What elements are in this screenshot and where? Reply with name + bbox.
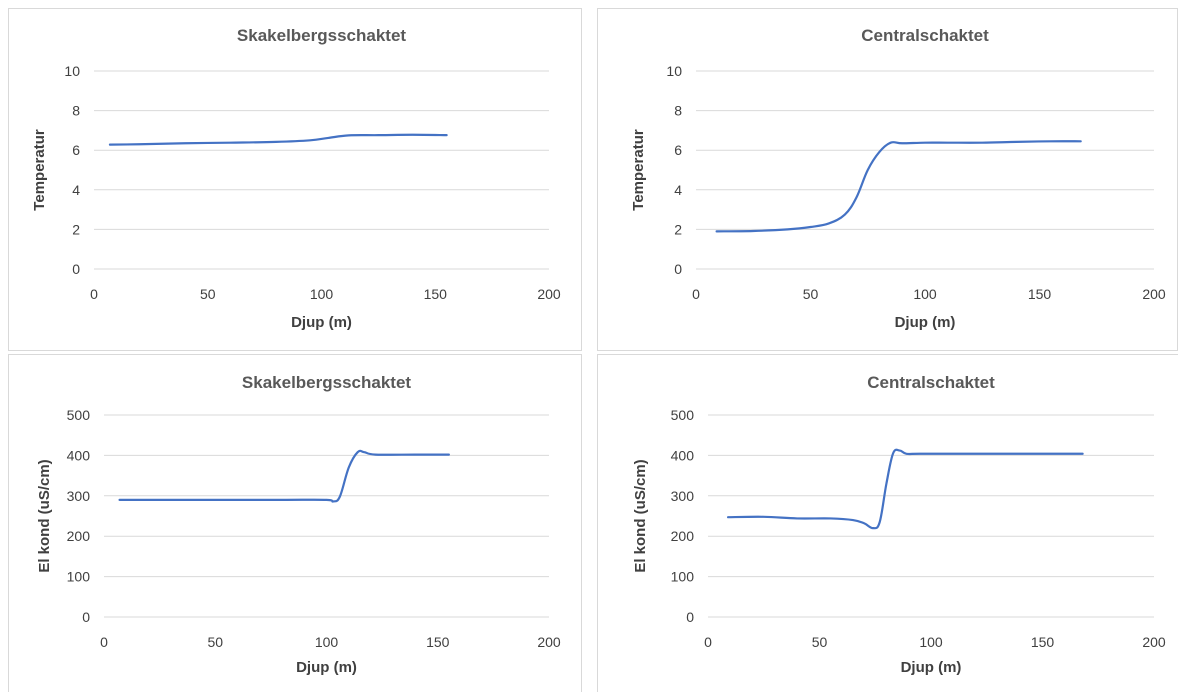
- y-axis-label: Temperatur: [31, 129, 48, 211]
- x-tick-label: 150: [1031, 634, 1055, 650]
- x-axis-label: Djup (m): [895, 314, 956, 331]
- x-tick-label: 100: [315, 634, 339, 650]
- y-tick-label: 200: [67, 528, 91, 544]
- chart-svg: Centralschaktet 0 100 200 300 400 500 0 50 100 150…: [632, 373, 1166, 676]
- x-tick-label: 0: [692, 286, 700, 302]
- y-tick-label: 500: [67, 407, 91, 423]
- y-tick-label: 200: [671, 528, 695, 544]
- y-tick-label: 10: [666, 63, 682, 79]
- series-line: [108, 133, 448, 146]
- x-tick-label: 0: [704, 634, 712, 650]
- y-tick-label: 10: [64, 63, 80, 79]
- series-line: [726, 448, 1084, 530]
- y-tick-label: 8: [674, 103, 682, 119]
- y-axis-label: El kond (uS/cm): [36, 459, 53, 572]
- y-tick-label: 4: [72, 182, 80, 198]
- chart-title: Centralschaktet: [861, 26, 989, 45]
- x-tick-label: 150: [426, 634, 450, 650]
- x-tick-label: 200: [1142, 286, 1166, 302]
- x-tick-label: 50: [207, 634, 223, 650]
- y-tick-label: 400: [67, 447, 91, 463]
- y-tick-label: 0: [686, 609, 694, 625]
- chart-panel-temperature-centralschaktet: Centralschaktet 0 2 4 6 8 10 0 50 100 150 200 Djup (…: [597, 8, 1178, 351]
- x-axis-label: Djup (m): [291, 314, 352, 331]
- chart-panel-conductivity-centralschaktet: Centralschaktet 0 100 200 300 400 500 0 50 100 150…: [597, 354, 1178, 692]
- y-tick-label: 300: [671, 488, 695, 504]
- y-tick-label: 2: [72, 221, 80, 237]
- x-tick-label: 100: [913, 286, 937, 302]
- x-tick-label: 100: [310, 286, 334, 302]
- series-line: [715, 140, 1082, 233]
- y-tick-label: 6: [674, 142, 682, 158]
- x-tick-label: 0: [100, 634, 108, 650]
- y-axis-label: El kond (uS/cm): [632, 459, 649, 572]
- chart-title: Skakelbergsschaktet: [242, 373, 411, 392]
- series-line: [118, 449, 450, 503]
- x-axis-label: Djup (m): [296, 659, 357, 676]
- y-tick-label: 6: [72, 142, 80, 158]
- chart-panel-temperature-skakelbergsschaktet: Skakelbergsschaktet 0 2 4 6 8 10 0 50 100 150 200 Dj…: [8, 8, 582, 351]
- x-tick-label: 200: [1142, 634, 1166, 650]
- x-tick-label: 100: [919, 634, 943, 650]
- x-tick-label: 50: [803, 286, 819, 302]
- x-tick-label: 200: [537, 286, 561, 302]
- y-tick-label: 100: [67, 569, 91, 585]
- y-tick-label: 400: [671, 447, 695, 463]
- y-tick-label: 0: [674, 261, 682, 277]
- x-tick-label: 50: [200, 286, 216, 302]
- y-tick-label: 0: [82, 609, 90, 625]
- x-tick-label: 150: [1028, 286, 1052, 302]
- y-axis-label: Temperatur: [630, 129, 647, 211]
- y-tick-label: 4: [674, 182, 682, 198]
- chart-title: Skakelbergsschaktet: [237, 26, 406, 45]
- y-tick-label: 0: [72, 261, 80, 277]
- y-tick-label: 100: [671, 569, 695, 585]
- x-tick-label: 200: [537, 634, 561, 650]
- y-tick-label: 8: [72, 103, 80, 119]
- chart-panel-conductivity-skakelbergsschaktet: Skakelbergsschaktet 0 100 200 300 400 500 0 50 10…: [8, 354, 582, 692]
- y-tick-label: 2: [674, 221, 682, 237]
- x-axis-label: Djup (m): [901, 659, 962, 676]
- x-tick-label: 50: [812, 634, 828, 650]
- chart-title: Centralschaktet: [867, 373, 995, 392]
- chart-svg: Skakelbergsschaktet 0 100 200 300 400 500 0 50 10…: [36, 373, 561, 676]
- y-tick-label: 500: [671, 407, 695, 423]
- x-tick-label: 0: [90, 286, 98, 302]
- x-tick-label: 150: [424, 286, 448, 302]
- y-tick-label: 300: [67, 488, 91, 504]
